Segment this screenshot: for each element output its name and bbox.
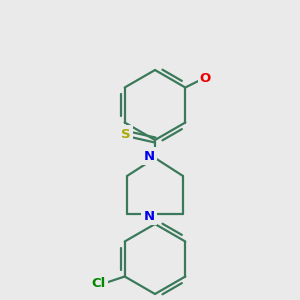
Text: Cl: Cl bbox=[92, 277, 106, 290]
Text: S: S bbox=[121, 128, 131, 140]
Text: N: N bbox=[143, 149, 155, 163]
Text: N: N bbox=[143, 209, 155, 223]
Text: O: O bbox=[200, 72, 211, 85]
